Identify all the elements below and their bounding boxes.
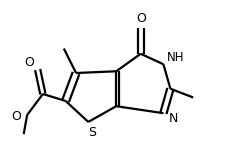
Text: NH: NH <box>167 51 184 64</box>
Text: N: N <box>169 112 179 125</box>
Text: O: O <box>24 56 34 69</box>
Text: O: O <box>12 110 22 123</box>
Text: O: O <box>136 12 146 25</box>
Text: S: S <box>88 126 96 139</box>
